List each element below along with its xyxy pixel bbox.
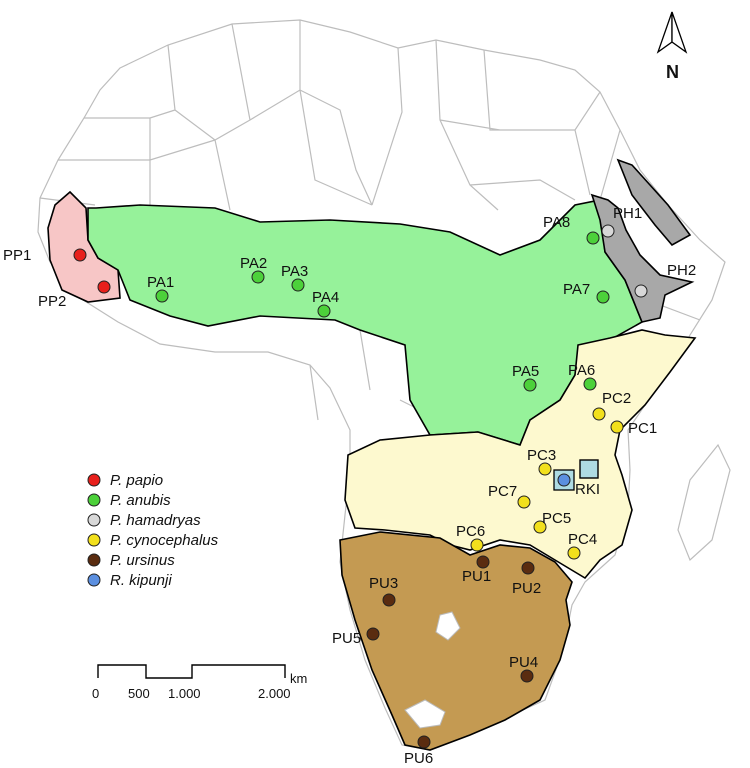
north-label: N (666, 62, 679, 82)
site-pa6-marker (583, 377, 597, 391)
legend-hamadryas-label: P. hamadryas (110, 512, 201, 529)
site-ph2-marker (634, 284, 648, 298)
scale-bar-line (97, 664, 286, 679)
site-pu3-marker (382, 593, 396, 607)
site-pa7-marker (596, 290, 610, 304)
site-pc1-marker (610, 420, 624, 434)
site-pc1-label: PC1 (628, 420, 657, 437)
site-pu2-label: PU2 (512, 580, 541, 597)
scale-tick-1000: 1.000 (168, 686, 201, 701)
scale-bar (97, 664, 286, 679)
north-arrow-icon: N (656, 11, 688, 82)
site-pc6-label: PC6 (456, 523, 485, 540)
site-pu3-label: PU3 (369, 575, 398, 592)
scale-bar-labels: 0 500 1.000 2.000 km (92, 671, 307, 701)
site-ph1-label: PH1 (613, 205, 642, 222)
site-pa7-label: PA7 (563, 281, 590, 298)
site-pu1-label: PU1 (462, 568, 491, 585)
legend-ursinus-marker (87, 553, 101, 567)
legend-ursinus-label: P. ursinus (110, 552, 175, 569)
site-ph1-marker (601, 224, 615, 238)
site-pc6-marker (470, 538, 484, 552)
site-pc2-label: PC2 (602, 390, 631, 407)
ursinus-range (339, 531, 573, 751)
ursinus-gap-south (404, 699, 446, 729)
site-pu6-label: PU6 (404, 750, 433, 767)
site-pa4-label: PA4 (312, 289, 339, 306)
site-pp1-label: PP1 (3, 247, 31, 264)
site-pp2-label: PP2 (38, 293, 66, 310)
legend-cynocephalus-label: P. cynocephalus (110, 532, 219, 549)
madagascar-outline (677, 443, 731, 562)
site-pc5-marker (533, 520, 547, 534)
site-pp2-marker (97, 280, 111, 294)
legend-hamadryas-marker (87, 513, 101, 527)
legend-cynocephalus-marker (87, 533, 101, 547)
site-pc5-label: PC5 (542, 510, 571, 527)
site-pa4-marker (317, 304, 331, 318)
site-pa1-marker (155, 289, 169, 303)
kipunji-range (579, 459, 599, 479)
legend: P. papio P. anubis P. hamadryas P. cynoceph… (87, 472, 219, 589)
scale-tick-2000: 2.000 (258, 686, 291, 701)
site-pu5-marker (366, 627, 380, 641)
site-pa5-label: PA5 (512, 363, 539, 380)
legend-kipunji-label: R. kipunji (110, 572, 172, 589)
site-pa8-marker (586, 231, 600, 245)
legend-papio-marker (87, 473, 101, 487)
ursinus-gap-north (435, 611, 461, 641)
site-pu5-label: PU5 (332, 630, 361, 647)
species-ranges (47, 158, 697, 751)
site-rki-marker (557, 473, 571, 487)
legend-anubis-label: P. anubis (110, 492, 171, 509)
scale-tick-500: 500 (128, 686, 150, 701)
legend-kipunji-marker (87, 573, 101, 587)
legend-papio-label: P. papio (110, 472, 163, 489)
site-pc7-marker (517, 495, 531, 509)
site-pa2-label: PA2 (240, 255, 267, 272)
legend-anubis-marker (87, 493, 101, 507)
site-pa1-label: PA1 (147, 274, 174, 291)
site-pu1-marker (476, 555, 490, 569)
cynocephalus-range (344, 329, 697, 580)
site-pa2-marker (251, 270, 265, 284)
site-pu4-marker (520, 669, 534, 683)
site-pa5-marker (523, 378, 537, 392)
site-pa3-label: PA3 (281, 263, 308, 280)
site-pu6-marker (417, 735, 431, 749)
site-pc4-label: PC4 (568, 531, 597, 548)
site-rki-label: RKI (575, 481, 600, 498)
site-pc2-marker (592, 407, 606, 421)
site-pu4-label: PU4 (509, 654, 538, 671)
site-ph2-label: PH2 (667, 262, 696, 279)
scale-unit: km (290, 671, 307, 686)
site-pa3-marker (291, 278, 305, 292)
site-pc4-marker (567, 546, 581, 560)
hamadryas-range (590, 158, 695, 323)
site-pa8-label: PA8 (543, 214, 570, 231)
site-pc3-label: PC3 (527, 447, 556, 464)
site-pp1-marker (73, 248, 87, 262)
site-pc7-label: PC7 (488, 483, 517, 500)
site-pa6-label: PA6 (568, 362, 595, 379)
site-pu2-marker (521, 561, 535, 575)
site-pc3-marker (538, 462, 552, 476)
scale-tick-0: 0 (92, 686, 99, 701)
